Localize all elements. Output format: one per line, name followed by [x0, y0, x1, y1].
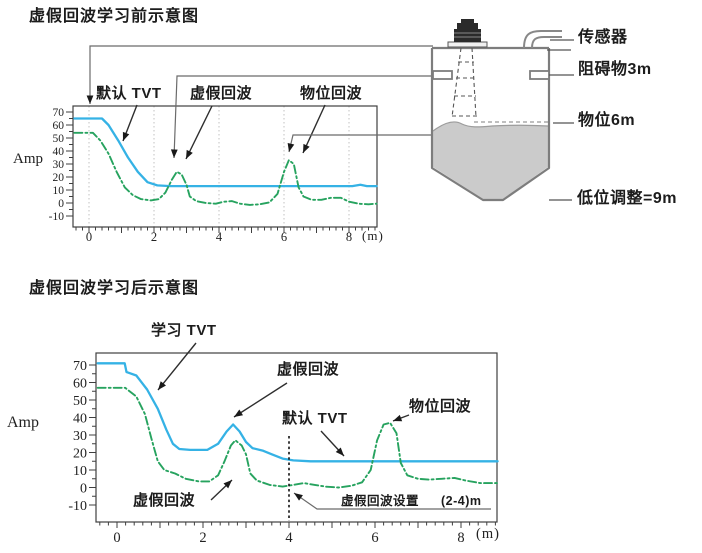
svg-text:70: 70	[73, 359, 87, 374]
svg-text:60: 60	[53, 120, 65, 132]
svg-text:40: 40	[73, 412, 87, 427]
svg-text:40: 40	[53, 146, 65, 158]
svg-text:20: 20	[53, 172, 65, 184]
svg-text:0: 0	[113, 530, 120, 546]
svg-text:8: 8	[346, 230, 352, 244]
svg-text:30: 30	[73, 429, 87, 444]
svg-text:10: 10	[53, 185, 65, 197]
svg-text:4: 4	[285, 530, 293, 546]
svg-text:8: 8	[457, 530, 464, 546]
svg-text:0: 0	[80, 482, 87, 497]
svg-text:6: 6	[281, 230, 287, 244]
svg-text:10: 10	[73, 464, 87, 479]
svg-text:70: 70	[53, 107, 65, 119]
svg-text:20: 20	[73, 447, 87, 462]
svg-text:2: 2	[199, 530, 206, 546]
svg-text:60: 60	[73, 377, 87, 392]
svg-text:0: 0	[58, 198, 64, 210]
svg-text:6: 6	[371, 530, 378, 546]
svg-text:2: 2	[151, 230, 157, 244]
svg-text:30: 30	[53, 159, 65, 171]
svg-text:-10: -10	[49, 211, 65, 223]
svg-text:50: 50	[73, 394, 87, 409]
svg-text:-10: -10	[68, 499, 87, 514]
svg-text:4: 4	[216, 230, 223, 244]
svg-text:50: 50	[53, 133, 65, 145]
svg-text:0: 0	[86, 230, 92, 244]
